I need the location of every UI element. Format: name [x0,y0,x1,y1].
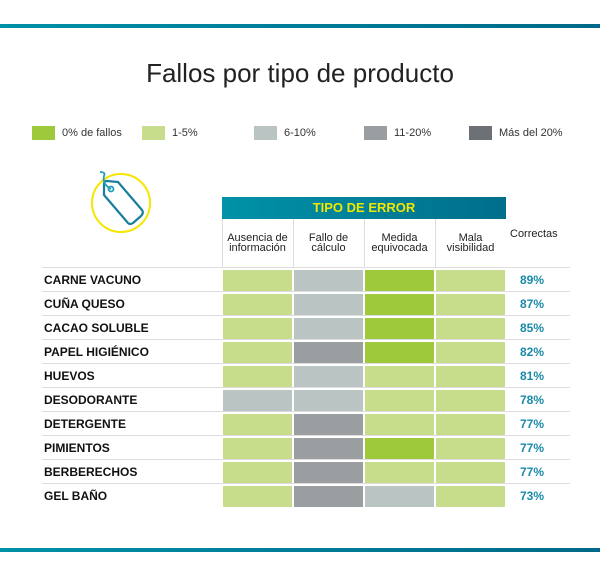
heatmap-cell [365,270,434,291]
heatmap-cell [365,438,434,459]
top-accent-bar [0,24,600,28]
heatmap-cell [436,318,505,339]
correctas-value: 85% [519,321,545,335]
table-row: DESODORANTE 78% [42,387,570,412]
heatmap-cell [294,486,363,507]
heatmap-cell [294,390,363,411]
table-row: PAPEL HIGIÉNICO 82% [42,339,570,364]
heatmap-cell [365,486,434,507]
correctas-value: 77% [519,441,545,455]
heatmap-cell [365,390,434,411]
heatmap-cell [223,342,292,363]
heatmap-cell [223,438,292,459]
legend-item: 6-10% [254,126,316,140]
price-tag-icon [91,171,151,233]
heatmap-cell [436,486,505,507]
heatmap-cell [294,318,363,339]
table-row: HUEVOS 81% [42,363,570,388]
heatmap-cell [294,414,363,435]
legend-item: Más del 20% [469,126,563,140]
group-header: TIPO DE ERROR [222,197,506,219]
legend-swatch [469,126,492,140]
product-name: GEL BAÑO [44,489,108,503]
heatmap-cell [294,294,363,315]
heatmap-cell [365,342,434,363]
legend-item: 0% de fallos [32,126,122,140]
legend-item: 1-5% [142,126,198,140]
column-header: Medida equivocada [364,219,434,267]
product-name: DESODORANTE [44,393,138,407]
product-name: CUÑA QUESO [44,297,125,311]
product-name: DETERGENTE [44,417,127,431]
heatmap-cell [223,486,292,507]
heatmap-cell [436,270,505,291]
heatmap-cell [365,414,434,435]
table-row: PIMIENTOS 77% [42,435,570,460]
product-name: BERBERECHOS [44,465,138,479]
heatmap-cell [223,294,292,315]
legend-label: Más del 20% [499,127,563,139]
table-row: CACAO SOLUBLE 85% [42,315,570,340]
correctas-value: 77% [519,465,545,479]
product-name: HUEVOS [44,369,95,383]
table-row: CARNE VACUNO 89% [42,267,570,292]
legend-swatch [364,126,387,140]
legend-swatch [32,126,55,140]
correctas-value: 82% [519,345,545,359]
heatmap-cell [436,414,505,435]
heatmap-cell [294,438,363,459]
heatmap-cell [223,414,292,435]
table-row: CUÑA QUESO 87% [42,291,570,316]
legend-swatch [254,126,277,140]
product-name: PIMIENTOS [44,441,110,455]
legend-label: 6-10% [284,127,316,139]
heatmap-cell [365,366,434,387]
legend-label: 0% de fallos [62,127,122,139]
heatmap-cell [436,390,505,411]
correctas-value: 89% [519,273,545,287]
heatmap-cell [365,294,434,315]
heatmap-cell [436,438,505,459]
correctas-value: 81% [519,369,545,383]
legend-label: 11-20% [394,127,432,139]
correctas-value: 77% [519,417,545,431]
table-row: BERBERECHOS 77% [42,459,570,484]
column-header: Fallo de cálculo [293,219,363,267]
heatmap-cell [365,462,434,483]
column-header: Ausencia de información [222,219,292,267]
heatmap-cell [365,318,434,339]
page-title: Fallos por tipo de producto [146,58,454,88]
heatmap-cell [223,390,292,411]
heatmap-cell [294,366,363,387]
legend: 0% de fallos 1-5% 6-10% 11-20% Más del 20% [32,126,592,142]
heatmap-cell [223,366,292,387]
heatmap-cell [223,270,292,291]
legend-swatch [142,126,165,140]
column-header: Mala visibilidad [435,219,505,267]
heatmap-cell [223,462,292,483]
correctas-value: 87% [519,297,545,311]
correctas-value: 78% [519,393,545,407]
product-name: CACAO SOLUBLE [44,321,149,335]
legend-item: 11-20% [364,126,431,140]
correctas-header: Correctas [510,228,558,240]
heatmap-cell [294,270,363,291]
heatmap-cell [436,462,505,483]
heatmap-cell [436,366,505,387]
heatmap-cell [436,342,505,363]
heatmap-cell [436,294,505,315]
correctas-value: 73% [519,489,545,503]
product-name: CARNE VACUNO [44,273,142,287]
bottom-accent-bar [0,548,600,552]
table-row: GEL BAÑO 73% [42,483,570,508]
product-name: PAPEL HIGIÉNICO [44,345,149,359]
heatmap-cell [294,342,363,363]
legend-label: 1-5% [172,127,198,139]
table-row: DETERGENTE 77% [42,411,570,436]
heatmap-cell [294,462,363,483]
heatmap-cell [223,318,292,339]
